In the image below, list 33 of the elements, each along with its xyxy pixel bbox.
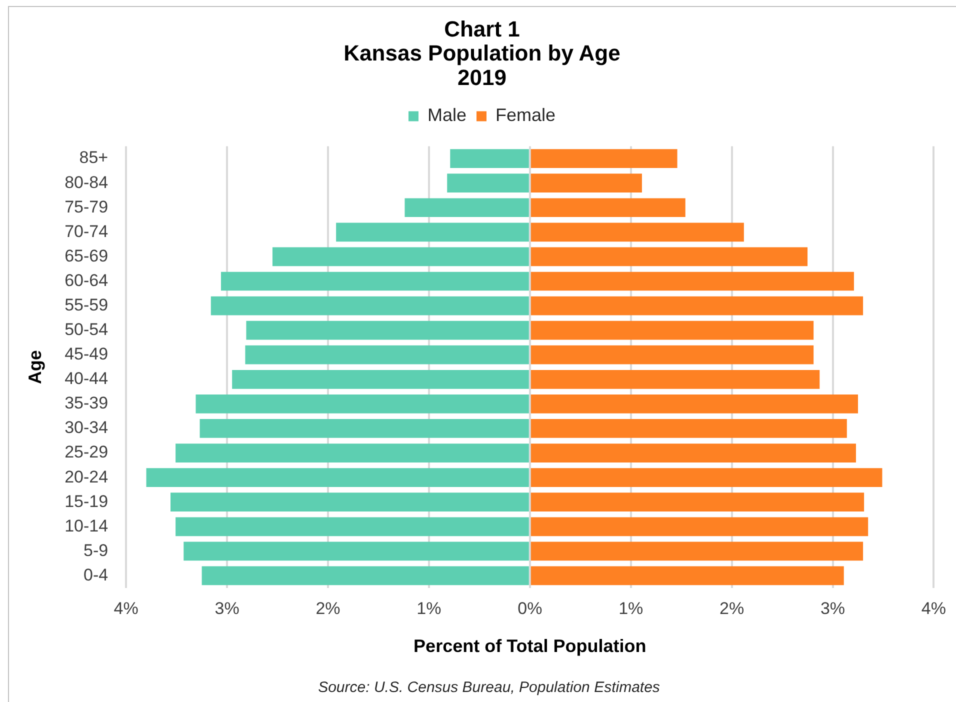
y-tick-label: 35-39 xyxy=(64,394,108,413)
x-tick-label: 3% xyxy=(214,598,240,618)
y-tick-label: 50-54 xyxy=(64,320,108,340)
x-axis-title: Percent of Total Population xyxy=(414,636,646,656)
legend-label: Male xyxy=(427,105,466,126)
y-tick-label: 75-79 xyxy=(64,197,108,216)
y-tick-label: 0-4 xyxy=(84,565,108,584)
y-tick-label: 20-24 xyxy=(64,467,108,486)
y-tick-label: 70-74 xyxy=(64,222,108,241)
x-tick-label: 4% xyxy=(921,598,946,618)
y-tick-label: 30-34 xyxy=(64,418,108,438)
x-tick-label: 1% xyxy=(618,598,644,618)
y-tick-label: 5-9 xyxy=(84,540,108,560)
y-tick-label: 15-19 xyxy=(64,492,108,511)
y-tick-label: 55-59 xyxy=(64,295,108,314)
x-tick-label: 1% xyxy=(416,598,442,618)
y-tick-label: 25-29 xyxy=(64,442,108,462)
source-note: Source: U.S. Census Bureau, Population Estimates xyxy=(318,679,660,696)
y-tick-label: 10-14 xyxy=(64,516,108,536)
chart-title: Chart 1 Kansas Population by Age 2019 xyxy=(344,16,620,90)
y-tick-label: 40-44 xyxy=(64,369,108,388)
y-axis-title: Age xyxy=(24,350,45,384)
x-tick-label: 2% xyxy=(316,598,340,618)
y-tick-label: 45-49 xyxy=(64,344,108,364)
x-tick-label: 3% xyxy=(820,598,846,618)
y-tick-label: 80-84 xyxy=(64,172,108,192)
y-tick-label: 60-64 xyxy=(64,270,108,290)
y-tick-label: 85+ xyxy=(79,148,108,168)
x-tick-label: 4% xyxy=(114,598,138,618)
x-tick-label: 2% xyxy=(720,598,744,618)
legend-label: Female xyxy=(495,105,556,126)
x-tick-label: 0% xyxy=(518,598,542,618)
y-tick-label: 65-69 xyxy=(64,246,108,266)
